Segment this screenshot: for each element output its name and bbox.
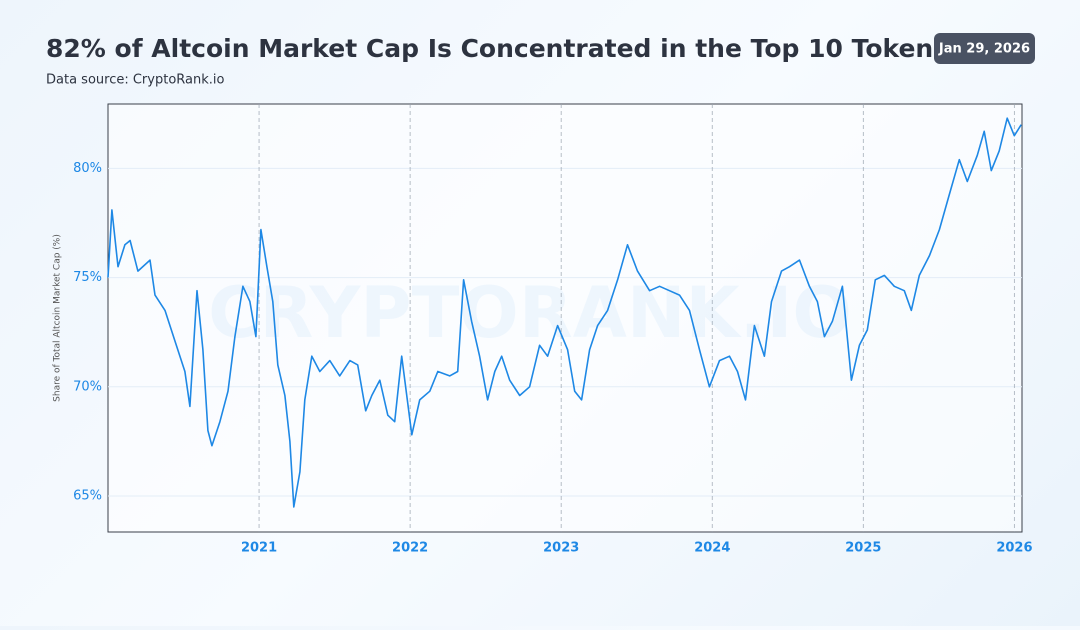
x-tick-label: 2026 (996, 541, 1032, 556)
y-tick-label: 65% (73, 488, 102, 503)
data-line (107, 117, 1022, 508)
y-tick-label: 70% (73, 379, 102, 394)
chart-subtitle: Data source: CryptoRank.io (46, 73, 224, 88)
chart-title: 82% of Altcoin Market Cap Is Concentrate… (46, 34, 948, 63)
x-tick-label: 2023 (543, 541, 579, 556)
date-label: Jan 29, 2026 (938, 42, 1030, 57)
y-tick-label: 75% (73, 270, 102, 285)
watermark: CRYPTORANK.IO (208, 272, 852, 354)
y-axis-label: Share of Total Altcoin Market Cap (%) (53, 234, 63, 402)
x-tick-label: 2025 (845, 541, 881, 556)
y-tick-label: 80% (73, 161, 102, 176)
x-tick-label: 2022 (392, 541, 428, 556)
date-badge (934, 33, 1035, 64)
x-tick-label: 2024 (694, 541, 730, 556)
x-tick-label: 2021 (241, 541, 277, 556)
